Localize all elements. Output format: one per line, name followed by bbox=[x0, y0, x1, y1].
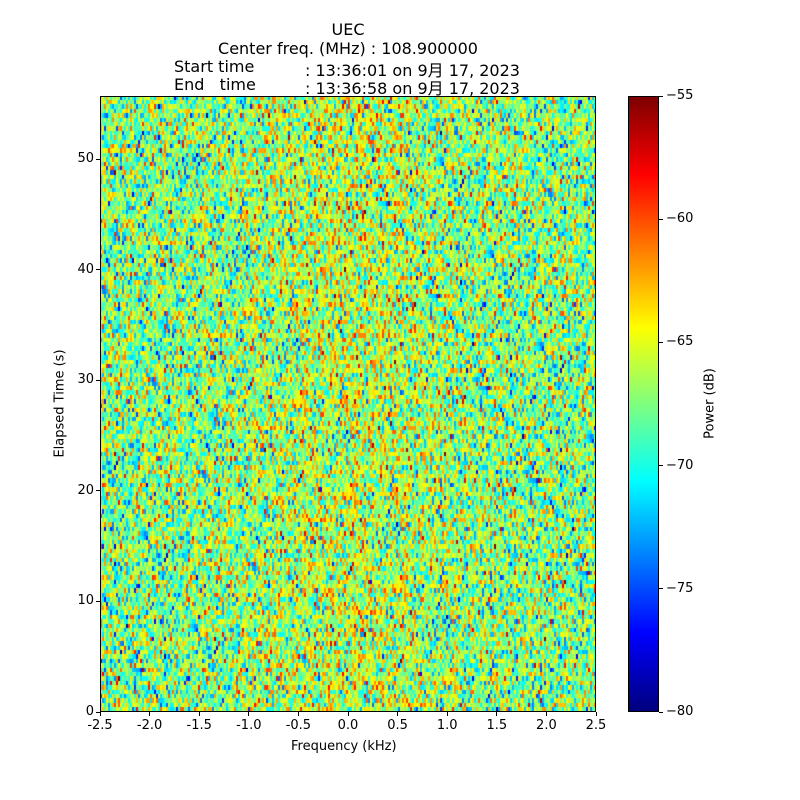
colorbar-tick-label: −70 bbox=[666, 457, 694, 473]
colorbar-tick-mark bbox=[659, 95, 663, 97]
x-tick-label: 2.5 bbox=[585, 718, 607, 733]
x-tick-mark bbox=[397, 712, 399, 716]
colorbar-tick-label: −55 bbox=[666, 88, 694, 103]
x-tick-mark bbox=[149, 712, 151, 716]
colorbar-tick-label: −65 bbox=[666, 334, 694, 350]
x-tick-mark bbox=[248, 712, 250, 716]
x-tick-label: -2.5 bbox=[87, 718, 113, 733]
x-tick-label: -2.0 bbox=[136, 718, 163, 733]
x-tick-label: -1.5 bbox=[186, 718, 212, 733]
colorbar-tick-mark bbox=[659, 711, 663, 713]
title-end-label: End time bbox=[174, 75, 256, 94]
title-station: UEC bbox=[331, 20, 365, 39]
y-axis-label: Elapsed Time (s) bbox=[52, 349, 68, 458]
x-tick-mark bbox=[297, 712, 299, 716]
x-tick-mark bbox=[595, 712, 597, 716]
colorbar-label: Power (dB) bbox=[702, 368, 718, 439]
colorbar-tick-label: −75 bbox=[666, 580, 694, 596]
colorbar-tick-mark bbox=[659, 588, 663, 590]
y-tick-label: 40 bbox=[77, 261, 94, 277]
colorbar bbox=[628, 96, 659, 712]
y-tick-label: 20 bbox=[77, 482, 94, 498]
y-tick-mark bbox=[96, 600, 100, 602]
y-tick-mark bbox=[96, 711, 100, 713]
x-tick-label: 2.0 bbox=[536, 718, 557, 733]
x-tick-mark bbox=[198, 712, 200, 716]
spectrogram-heatmap bbox=[100, 96, 596, 712]
x-tick-label: 0.5 bbox=[387, 718, 408, 733]
y-tick-mark bbox=[96, 158, 100, 160]
plot-frame bbox=[100, 96, 596, 712]
x-tick-mark bbox=[545, 712, 547, 716]
title-start-label: Start time bbox=[174, 57, 255, 76]
x-tick-mark bbox=[496, 712, 498, 716]
y-tick-mark bbox=[96, 490, 100, 492]
colorbar-tick-mark bbox=[659, 218, 663, 220]
x-tick-label: 1.5 bbox=[486, 718, 508, 733]
y-tick-mark bbox=[96, 379, 100, 381]
y-tick-label: 50 bbox=[77, 151, 94, 167]
title-end-value: : 13:36:58 on 9月 17, 2023 bbox=[305, 79, 520, 98]
x-tick-label: -1.0 bbox=[236, 718, 262, 733]
x-tick-label: 0.0 bbox=[337, 718, 359, 733]
title-center-freq: Center freq. (MHz) : 108.900000 bbox=[218, 39, 478, 58]
x-tick-mark bbox=[99, 712, 101, 716]
x-tick-label: -0.5 bbox=[285, 718, 312, 733]
colorbar-tick-label: −80 bbox=[666, 704, 694, 719]
colorbar-tick-mark bbox=[659, 341, 663, 343]
y-tick-mark bbox=[96, 269, 100, 271]
y-tick-label: 30 bbox=[77, 372, 94, 388]
x-tick-mark bbox=[347, 712, 349, 716]
title-start-value: : 13:36:01 on 9月 17, 2023 bbox=[305, 61, 520, 80]
colorbar-tick-label: −60 bbox=[666, 211, 694, 227]
colorbar-tick-mark bbox=[659, 465, 663, 467]
y-tick-label: 0 bbox=[85, 704, 94, 719]
x-tick-mark bbox=[446, 712, 448, 716]
y-tick-label: 10 bbox=[77, 593, 94, 609]
x-tick-label: 1.0 bbox=[436, 718, 458, 733]
x-axis-label: Frequency (kHz) bbox=[291, 739, 397, 754]
